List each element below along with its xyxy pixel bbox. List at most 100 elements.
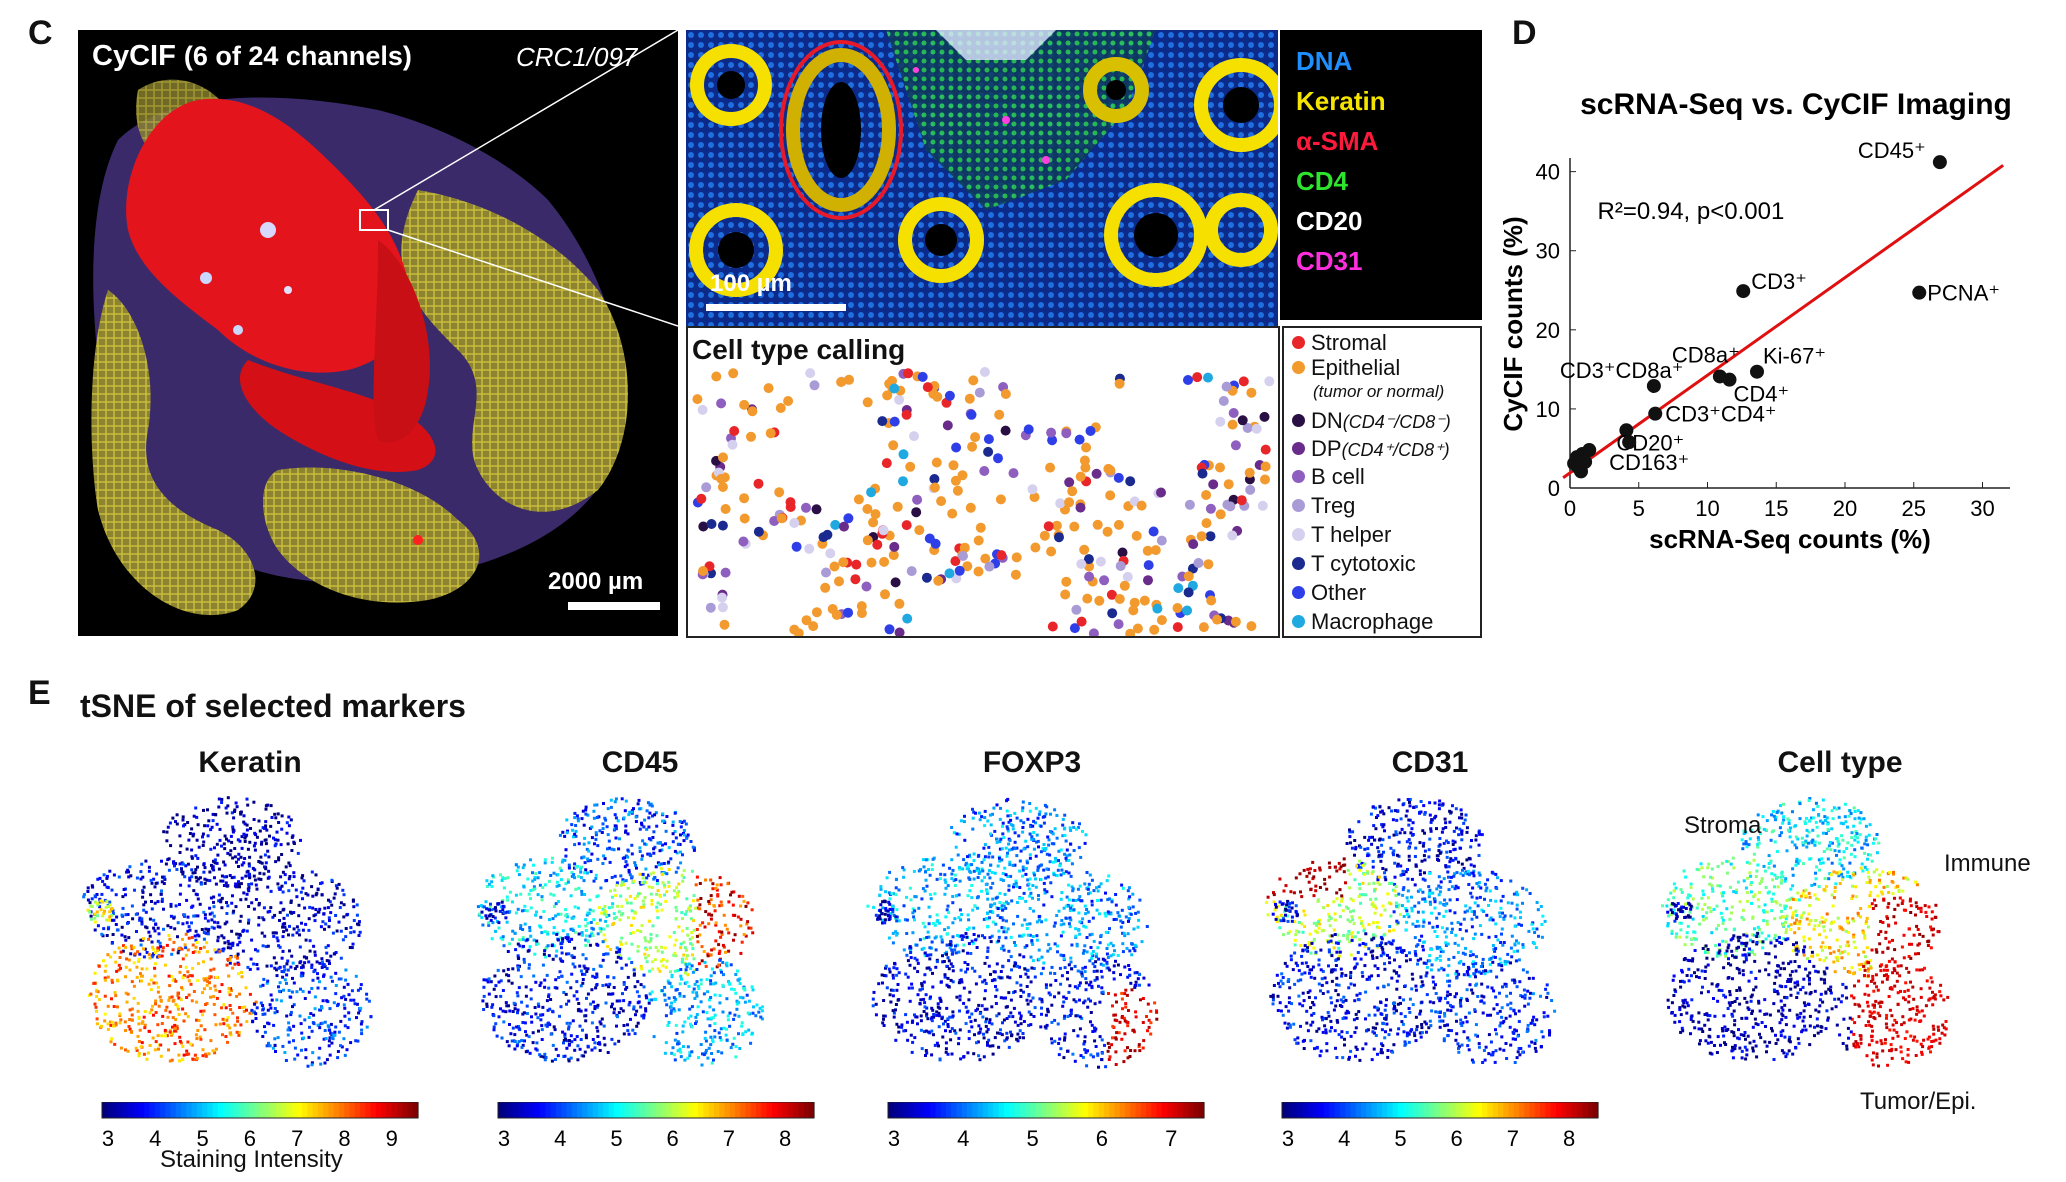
tsne-point — [1021, 830, 1025, 834]
tsne-point — [925, 966, 929, 970]
tsne-point — [874, 913, 878, 917]
tsne-point — [223, 863, 227, 867]
tsne-point — [604, 818, 608, 822]
tsne-point — [344, 927, 348, 930]
cell-type-calling-title: Cell type calling — [692, 334, 906, 366]
tsne-point — [112, 873, 116, 877]
tsne-point — [1089, 946, 1093, 949]
tsne-point — [365, 992, 369, 996]
tsne-point — [250, 938, 254, 942]
cell-dot — [1114, 594, 1125, 604]
cell-dot — [1188, 539, 1199, 550]
tsne-point — [647, 1001, 651, 1005]
tsne-point — [318, 980, 321, 984]
tsne-point — [247, 883, 251, 886]
tsne-point — [531, 871, 534, 875]
tsne-point — [686, 1056, 690, 1060]
tsne-point — [920, 897, 924, 901]
tsne-point — [1019, 849, 1023, 853]
tsne-point — [228, 956, 232, 960]
tsne-point — [590, 836, 594, 840]
tsne-point — [711, 1016, 715, 1020]
tsne-point — [138, 916, 142, 920]
tsne-point — [150, 907, 154, 911]
cell-dot — [964, 393, 975, 404]
tsne-point — [948, 946, 952, 950]
tsne-point — [638, 827, 642, 831]
tsne-point — [358, 1008, 362, 1012]
tsne-point — [958, 1028, 962, 1032]
tsne-point — [1069, 874, 1073, 878]
tsne-point — [184, 932, 188, 936]
tsne-point — [710, 913, 714, 917]
tsne-point — [991, 812, 994, 816]
tsne-point — [626, 975, 630, 979]
tsne-point — [497, 980, 501, 984]
tsne-point — [639, 930, 643, 933]
tsne-point — [106, 905, 110, 908]
tsne-point — [1089, 980, 1093, 984]
tsne-point — [190, 921, 193, 925]
tsne-point — [139, 870, 143, 874]
tsne-point — [1090, 899, 1094, 903]
tsne-point — [656, 901, 660, 905]
tsne-point — [220, 1006, 223, 1010]
tsne-point — [1006, 814, 1010, 818]
tsne-point — [209, 975, 213, 979]
tsne-point — [604, 913, 608, 917]
tsne-point — [673, 969, 677, 973]
tsne-point — [673, 943, 677, 947]
tsne-point — [733, 913, 737, 917]
x-axis-label: scRNA-Seq counts (%) — [1649, 524, 1931, 554]
cell-type-legend: Stromal Epithelial (tumor or normal) DN(… — [1282, 326, 1482, 638]
tsne-point — [352, 998, 356, 1002]
tsne-point — [236, 943, 240, 947]
tsne-point — [906, 959, 910, 963]
tsne-point — [1106, 956, 1110, 959]
tsne-point — [497, 1015, 501, 1019]
tsne-point — [584, 944, 588, 947]
tsne-point — [266, 979, 270, 983]
tsne-point — [930, 1053, 934, 1057]
tsne-point — [584, 805, 588, 809]
tsne-point — [1032, 847, 1036, 851]
tsne-point — [710, 1061, 714, 1065]
tsne-point — [484, 900, 488, 904]
tsne-point — [1032, 837, 1035, 841]
tsne-point — [1013, 1020, 1017, 1024]
tsne-point — [521, 1043, 525, 1047]
tsne-point — [492, 1028, 496, 1032]
tsne-point — [285, 928, 289, 932]
tsne-point — [320, 1021, 324, 1025]
tsne-point — [349, 1041, 353, 1045]
tsne-point — [1070, 904, 1074, 908]
tsne-point — [277, 856, 281, 860]
tsne-point — [569, 894, 573, 898]
tsne-point — [239, 855, 243, 859]
tsne-point — [930, 1017, 933, 1021]
tsne-point — [532, 885, 536, 889]
tsne-point — [536, 893, 540, 897]
tsne-point — [739, 951, 743, 955]
tsne-point — [140, 967, 144, 971]
tsne-point — [260, 931, 264, 935]
tsne-point — [692, 919, 696, 923]
tsne-point — [242, 832, 246, 836]
tsne-point — [939, 935, 943, 939]
tsne-point — [300, 876, 304, 880]
tsne-point — [983, 936, 987, 940]
cell-dot — [1246, 387, 1257, 398]
tsne-point — [586, 871, 589, 875]
tsne-point — [999, 970, 1003, 973]
cell-dot — [1051, 520, 1062, 531]
tsne-point — [89, 914, 93, 918]
tsne-point — [226, 939, 230, 943]
tsne-point — [949, 1038, 953, 1042]
tsne-point — [992, 806, 996, 810]
tsne-point — [329, 954, 333, 958]
tsne-point — [920, 982, 924, 986]
tsne-point — [484, 978, 488, 982]
tsne-point — [1049, 971, 1052, 975]
tsne-point — [106, 1027, 110, 1031]
tsne-point — [650, 804, 654, 808]
